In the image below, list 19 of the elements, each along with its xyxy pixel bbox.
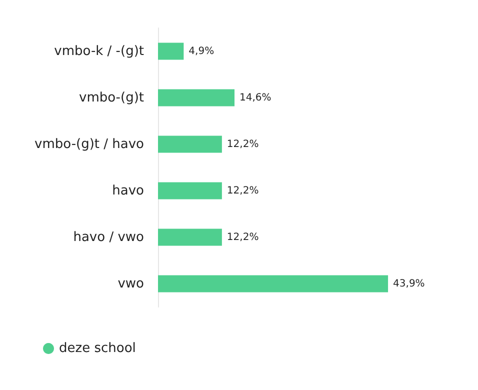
bar <box>158 136 222 153</box>
data-label: 43,9% <box>393 278 425 290</box>
legend-label: deze school <box>59 341 136 356</box>
y-tick-label: havo / vwo <box>73 230 144 245</box>
y-tick-label: havo <box>112 183 144 198</box>
bar <box>158 89 235 106</box>
y-tick-label: vmbo-k / -(g)t <box>54 44 144 59</box>
bar <box>158 42 184 60</box>
bar <box>158 275 388 292</box>
bar <box>158 228 222 246</box>
y-tick-label: vmbo-(g)t <box>79 90 144 106</box>
data-label: 14,6% <box>240 92 272 104</box>
y-tick-label: vwo <box>118 276 144 292</box>
data-label: 4,9% <box>188 46 214 57</box>
y-tick-label: vmbo-(g)t / havo <box>34 136 144 152</box>
data-label: 12,2% <box>226 138 259 150</box>
data-label: 12,2% <box>226 185 259 196</box>
bar <box>158 182 222 200</box>
data-label: 12,2% <box>226 232 259 243</box>
